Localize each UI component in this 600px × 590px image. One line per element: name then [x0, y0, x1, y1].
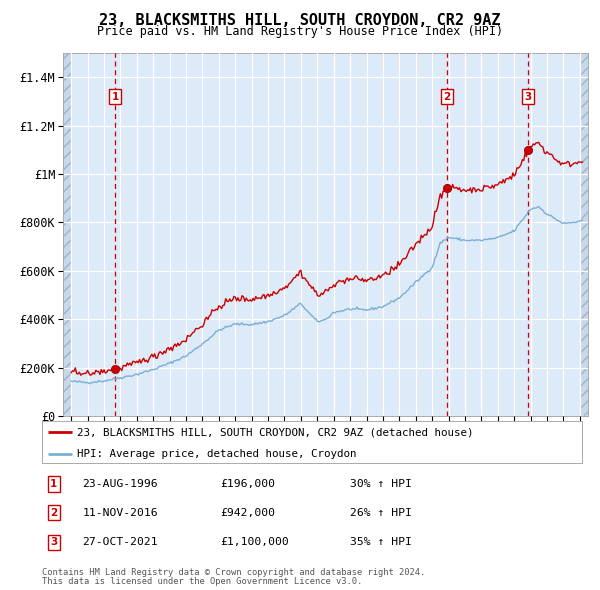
Text: 2: 2	[443, 91, 451, 101]
Bar	[580, 53, 588, 416]
Text: 23, BLACKSMITHS HILL, SOUTH CROYDON, CR2 9AZ (detached house): 23, BLACKSMITHS HILL, SOUTH CROYDON, CR2…	[77, 427, 473, 437]
Text: 3: 3	[50, 537, 58, 548]
Text: Price paid vs. HM Land Registry's House Price Index (HPI): Price paid vs. HM Land Registry's House …	[97, 25, 503, 38]
Text: HPI: Average price, detached house, Croydon: HPI: Average price, detached house, Croy…	[77, 449, 356, 459]
Text: 3: 3	[524, 91, 532, 101]
Text: 1: 1	[50, 479, 58, 489]
Bar	[580, 53, 588, 416]
Text: £942,000: £942,000	[220, 508, 275, 517]
Text: 35% ↑ HPI: 35% ↑ HPI	[350, 537, 412, 548]
Text: 26% ↑ HPI: 26% ↑ HPI	[350, 508, 412, 517]
Text: This data is licensed under the Open Government Licence v3.0.: This data is licensed under the Open Gov…	[42, 577, 362, 586]
Text: 27-OCT-2021: 27-OCT-2021	[83, 537, 158, 548]
Text: 1: 1	[112, 91, 119, 101]
Bar	[63, 53, 71, 416]
Text: 23, BLACKSMITHS HILL, SOUTH CROYDON, CR2 9AZ: 23, BLACKSMITHS HILL, SOUTH CROYDON, CR2…	[99, 13, 501, 28]
Bar	[63, 53, 71, 416]
Text: 23-AUG-1996: 23-AUG-1996	[83, 479, 158, 489]
Text: £196,000: £196,000	[220, 479, 275, 489]
Text: £1,100,000: £1,100,000	[220, 537, 289, 548]
Text: 2: 2	[50, 508, 58, 517]
Text: 30% ↑ HPI: 30% ↑ HPI	[350, 479, 412, 489]
Text: Contains HM Land Registry data © Crown copyright and database right 2024.: Contains HM Land Registry data © Crown c…	[42, 568, 425, 576]
Text: 11-NOV-2016: 11-NOV-2016	[83, 508, 158, 517]
